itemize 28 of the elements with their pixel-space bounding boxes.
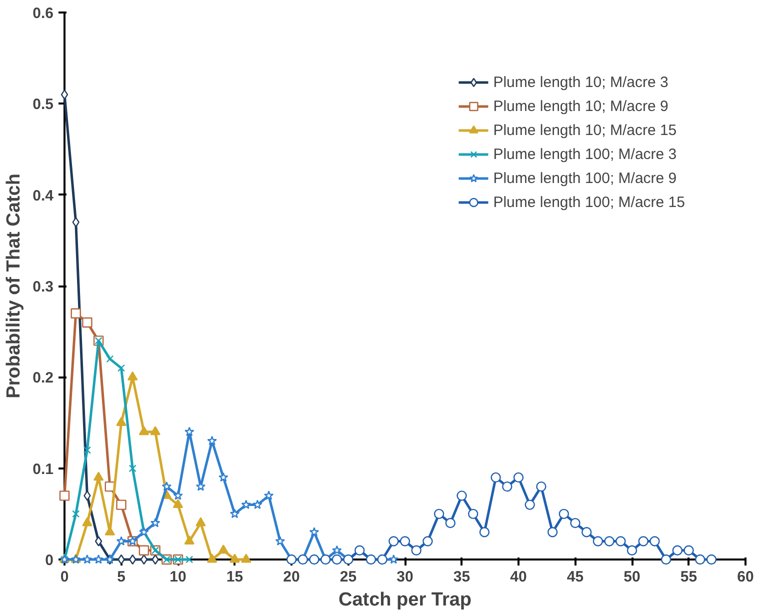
y-axis-title: Probability of That Catch: [4, 174, 25, 398]
x-tick-label: 5: [117, 568, 126, 586]
x-tick-label: 30: [396, 568, 414, 586]
y-tick-label: 0: [45, 552, 54, 569]
x-tick-label: 20: [283, 568, 300, 586]
x-tick-label: 0: [60, 568, 69, 586]
legend-label: Plume length 10; M/acre 3: [493, 74, 668, 90]
x-tick-label: 25: [340, 568, 357, 586]
legend-label: Plume length 10; M/acre 15: [493, 122, 677, 138]
y-tick-label: 0.2: [32, 370, 54, 387]
legend-label: Plume length 100; M/acre 9: [493, 170, 677, 186]
y-tick-label: 0.3: [32, 278, 54, 296]
legend-label: Plume length 100; M/acre 15: [493, 194, 685, 210]
y-tick-label: 0.1: [32, 460, 54, 478]
x-tick-label: 55: [680, 568, 698, 586]
x-tick-label: 10: [170, 568, 186, 586]
y-tick-label: 0.4: [32, 187, 54, 204]
x-tick-label: 50: [624, 568, 640, 586]
x-tick-label: 35: [453, 568, 470, 586]
y-tick-label: 0.5: [32, 96, 54, 114]
legend-label: Plume length 10; M/acre 9: [493, 98, 668, 114]
x-tick-label: 60: [737, 568, 754, 586]
x-tick-label: 45: [566, 568, 584, 586]
x-axis-title: Catch per Trap: [338, 590, 472, 610]
y-tick-label: 0.6: [32, 5, 54, 22]
x-tick-label: 40: [510, 568, 527, 586]
x-tick-label: 15: [226, 568, 244, 586]
legend-label: Plume length 100; M/acre 3: [493, 146, 677, 162]
